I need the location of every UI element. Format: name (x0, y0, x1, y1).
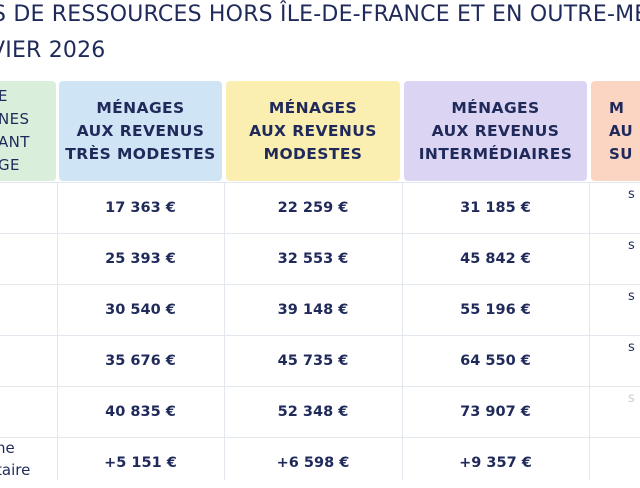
value-modestes: 32 553 € (277, 251, 349, 267)
column-divider (589, 182, 590, 480)
column-divider (402, 182, 403, 480)
value-intermediaires: +9 357 € (459, 455, 532, 471)
table-row: 25 393 € 32 553 € 45 842 € s (0, 233, 640, 284)
value-tres-modestes: 40 835 € (105, 404, 176, 420)
header-tres-modestes-text: MÉNAGES AUX REVENUS TRÈS MODESTES (65, 98, 216, 163)
table-row: 40 835 € 52 348 € 73 907 € s (0, 386, 640, 437)
header-persons-text: E NES ANT GE (0, 87, 30, 174)
value-intermediaires: 64 550 € (460, 353, 531, 369)
value-modestes: 22 259 € (277, 200, 349, 216)
header-modestes: MÉNAGES AUX REVENUS MODESTES (226, 81, 400, 181)
value-tres-modestes: 25 393 € (105, 251, 176, 267)
value-modestes: 52 348 € (277, 404, 349, 420)
value-tres-modestes: 17 363 € (105, 200, 176, 216)
header-superieurs-text: M AU SU (609, 98, 634, 163)
value-tres-modestes: +5 151 € (104, 455, 177, 471)
value-modestes: 45 735 € (277, 353, 349, 369)
value-modestes: 39 148 € (277, 302, 349, 318)
header-persons: E NES ANT GE (0, 81, 56, 181)
value-superieurs: s (628, 186, 635, 202)
value-tres-modestes: 30 540 € (105, 302, 176, 318)
header-intermediaires: MÉNAGES AUX REVENUS INTERMÉDIAIRES (404, 81, 587, 181)
table-row: ne taire +5 151 € +6 598 € +9 357 € (0, 437, 640, 488)
row-label-additional-person: ne taire (0, 439, 31, 479)
header-superieurs: M AU SU (591, 81, 640, 181)
value-modestes: +6 598 € (276, 455, 350, 471)
table-row: 30 540 € 39 148 € 55 196 € s (0, 284, 640, 335)
page-subtitle: VIER 2026 (0, 38, 106, 63)
value-intermediaires: 73 907 € (460, 404, 531, 420)
header-modestes-text: MÉNAGES AUX REVENUS MODESTES (249, 98, 377, 163)
column-divider (224, 182, 225, 480)
header-tres-modestes: MÉNAGES AUX REVENUS TRÈS MODESTES (59, 81, 222, 181)
value-intermediaires: 55 196 € (460, 302, 531, 318)
header-intermediaires-text: MÉNAGES AUX REVENUS INTERMÉDIAIRES (418, 98, 573, 163)
table-row: 17 363 € 22 259 € 31 185 € s (0, 182, 640, 233)
page-title: S DE RESSOURCES HORS ÎLE-DE-FRANCE ET EN… (0, 2, 640, 27)
table-row: 35 676 € 45 735 € 64 550 € s (0, 335, 640, 386)
value-superieurs: s (628, 288, 635, 304)
value-superieurs: s (628, 339, 635, 355)
column-divider (57, 182, 58, 480)
value-superieurs: s (628, 237, 635, 253)
value-intermediaires: 31 185 € (460, 200, 531, 216)
value-intermediaires: 45 842 € (460, 251, 531, 267)
value-tres-modestes: 35 676 € (105, 353, 176, 369)
value-superieurs: s (628, 390, 635, 406)
